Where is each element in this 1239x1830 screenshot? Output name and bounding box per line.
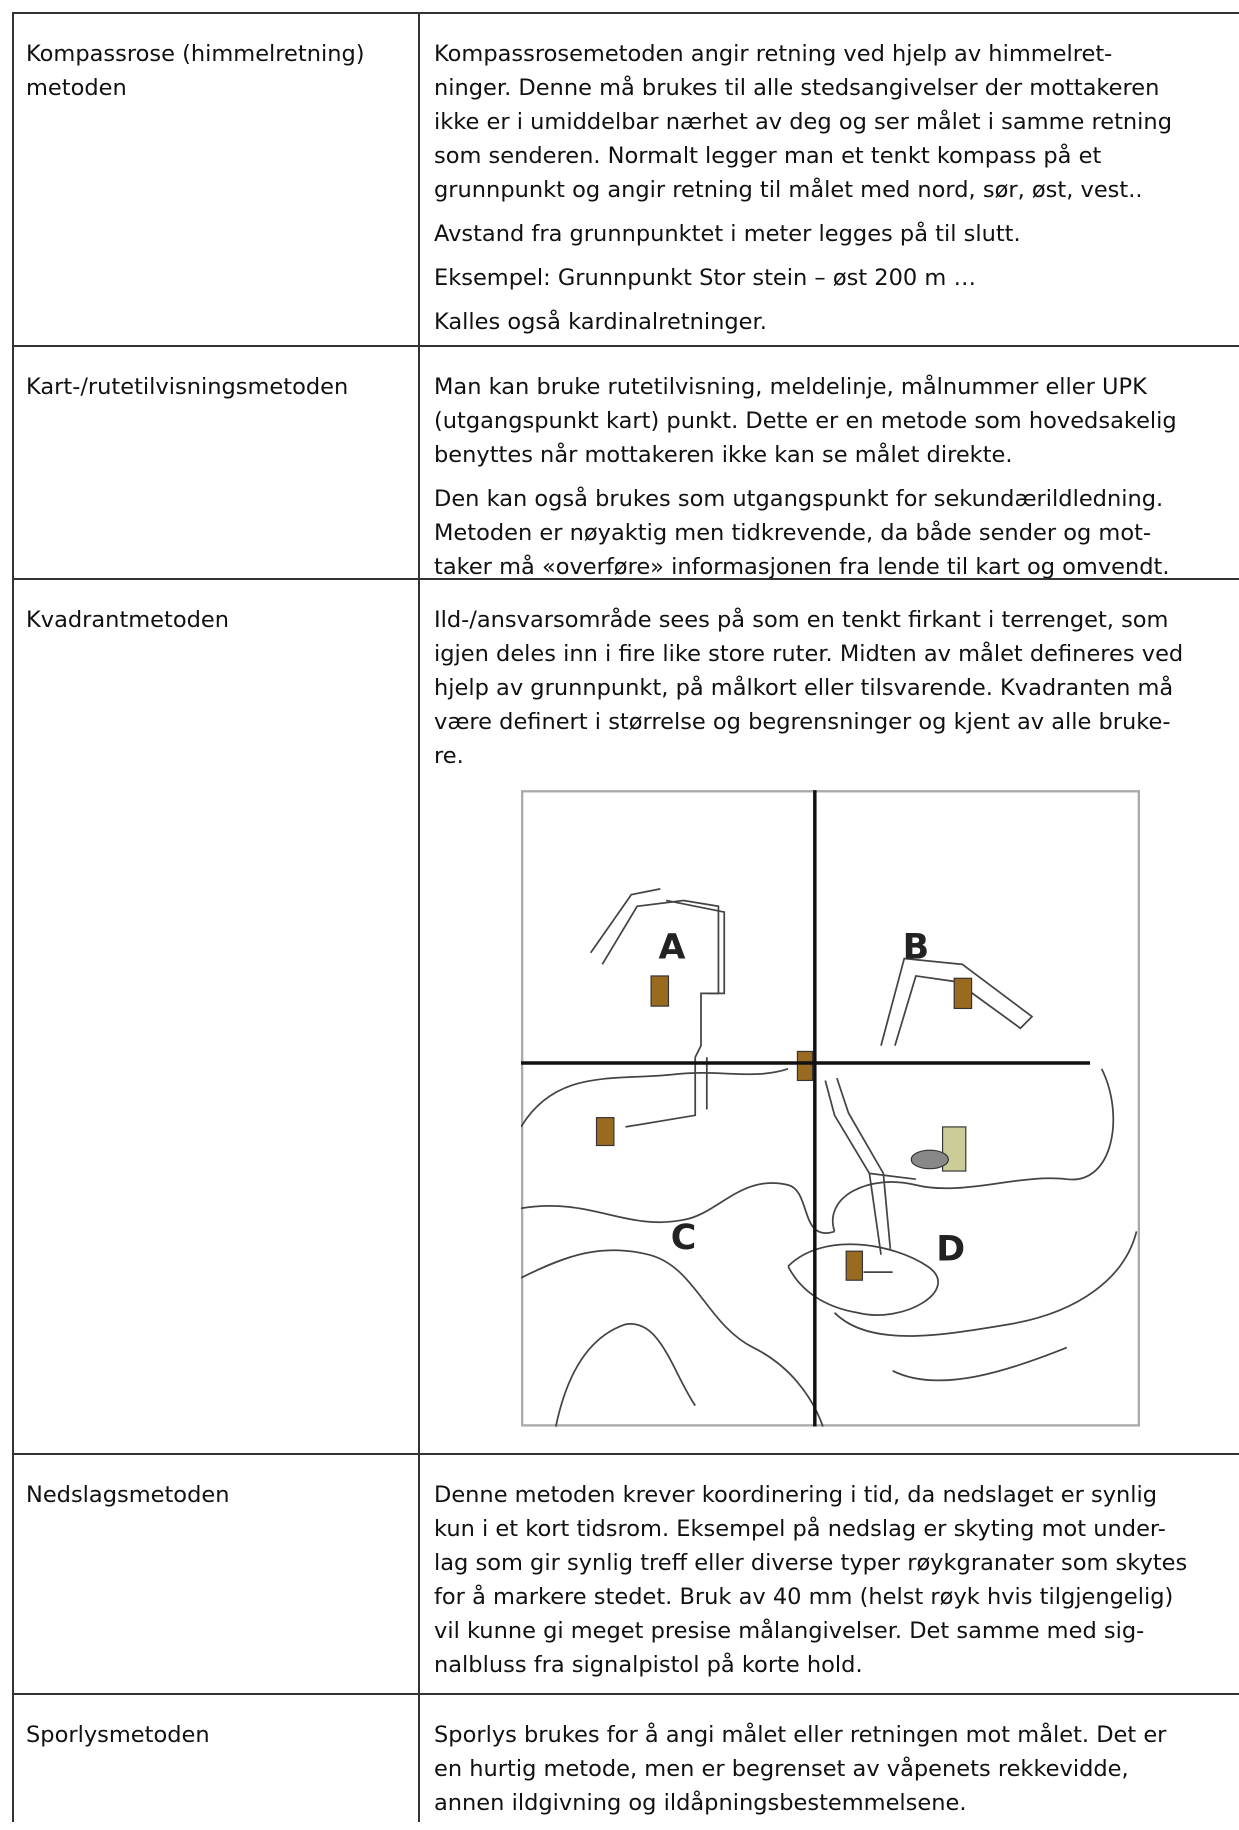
text-line: en hurtig metode, men er begrenset av vå… [434, 1756, 1129, 1782]
text-line: for å markere stedet. Bruk av 40 mm (hel… [434, 1584, 1174, 1610]
text-line: Man kan bruke rutetilvisning, meldelinje… [434, 374, 1147, 400]
label-line: metoden [26, 75, 127, 101]
label-line: Kart-/rutetilvisningsmetoden [26, 374, 349, 400]
column-divider [418, 1455, 420, 1693]
table-row: Kompassrose (himmelretning) metoden Kompas… [12, 12, 1239, 345]
text-line: igjen deles inn i fire like store ruter.… [434, 641, 1184, 667]
label-line: Nedslagsmetoden [26, 1482, 230, 1508]
text-line: benyttes når mottakeren ikke kan se måle… [434, 442, 1013, 468]
row-text: Denne metoden krever koordinering i tid,… [434, 1478, 1187, 1692]
text-line: re. [434, 743, 464, 769]
text-line: lag som gir synlig treff eller diverse t… [434, 1550, 1188, 1576]
text-line: kun i et kort tidsrom. Eksempel på nedsl… [434, 1516, 1166, 1542]
paragraph: Denne metoden krever koordinering i tid,… [434, 1478, 1187, 1682]
column-divider [418, 580, 420, 1453]
paragraph: Ild-/ansvarsområde sees på som en tenkt … [434, 603, 1183, 773]
row-label: Nedslagsmetoden [26, 1478, 229, 1512]
text-line: Kalles også kardinalretninger. [434, 309, 767, 335]
text-line: vil kunne gi meget presise målangivelser… [434, 1618, 1145, 1644]
text-line: (utgangspunkt kart) punkt. Dette er en m… [434, 408, 1177, 434]
table-row: Sporlysmetoden Sporlys brukes for å angi … [12, 1693, 1239, 1822]
paragraph: Sporlys brukes for å angi målet eller re… [434, 1718, 1166, 1820]
text-line: Avstand fra grunnpunktet i meter legges … [434, 221, 1021, 247]
text-line: Den kan også brukes som utgangspunkt for… [434, 486, 1164, 512]
row-label: Kvadrantmetoden [26, 603, 229, 637]
paragraph: Avstand fra grunnpunktet i meter legges … [434, 217, 1172, 251]
label-line: Kompassrose (himmelretning) [26, 41, 365, 67]
text-line: Sporlys brukes for å angi målet eller re… [434, 1722, 1167, 1748]
quadrant-label: A [658, 928, 685, 968]
text-line: hjelp av grunnpunkt, på målkort eller ti… [434, 675, 1174, 701]
table-row: Kvadrantmetoden Ild-/ansvarsområde sees p… [12, 578, 1239, 1453]
row-label: Kart-/rutetilvisningsmetoden [26, 370, 348, 404]
text-line: taker må «overføre» informasjonen fra le… [434, 554, 1170, 580]
text-line: grunnpunkt og angir retning til målet me… [434, 177, 1143, 203]
paragraph: Man kan bruke rutetilvisning, meldelinje… [434, 370, 1177, 472]
column-divider [418, 347, 420, 578]
table-row: Nedslagsmetoden Denne metoden krever koor… [12, 1453, 1239, 1693]
paragraph: Kalles også kardinalretninger. [434, 305, 1172, 339]
paragraph: Kompassrosemetoden angir retning ved hje… [434, 37, 1172, 207]
text-line: Kompassrosemetoden angir retning ved hje… [434, 41, 1113, 67]
quadrant-figure: A B C D [521, 790, 1140, 1427]
row-text: Sporlys brukes for å angi målet eller re… [434, 1718, 1166, 1830]
column-divider [418, 1695, 420, 1822]
text-line: Metoden er nøyaktig men tidkrevende, da … [434, 520, 1152, 546]
label-line: Sporlysmetoden [26, 1722, 210, 1748]
text-line: Denne metoden krever koordinering i tid,… [434, 1482, 1158, 1508]
row-text: Kompassrosemetoden angir retning ved hje… [434, 37, 1172, 349]
row-text: Ild-/ansvarsområde sees på som en tenkt … [434, 603, 1183, 783]
quadrant-label: D [936, 1229, 965, 1269]
text-line: være definert i størrelse og begrensning… [434, 709, 1171, 735]
text-line: som senderen. Normalt legger man et tenk… [434, 143, 1102, 169]
row-label: Kompassrose (himmelretning) metoden [26, 37, 365, 105]
quadrant-label: B [903, 928, 930, 968]
column-divider [418, 14, 420, 345]
paragraph: Eksempel: Grunnpunkt Stor stein – øst 20… [434, 261, 1172, 295]
text-line: nalbluss fra signalpistol på korte hold. [434, 1652, 863, 1678]
quadrant-label: C [671, 1218, 697, 1258]
label-line: Kvadrantmetoden [26, 607, 229, 633]
row-text: Man kan bruke rutetilvisning, meldelinje… [434, 370, 1177, 594]
text-line: Eksempel: Grunnpunkt Stor stein – øst 20… [434, 265, 976, 291]
text-line: ikke er i umiddelbar nærhet av deg og se… [434, 109, 1172, 135]
row-label: Sporlysmetoden [26, 1718, 210, 1752]
text-line: Ild-/ansvarsområde sees på som en tenkt … [434, 607, 1169, 633]
text-line: ninger. Denne må brukes til alle stedsan… [434, 75, 1160, 101]
paragraph: Den kan også brukes som utgangspunkt for… [434, 482, 1177, 584]
text-line: annen ildgivning og ildåpningsbestemmels… [434, 1790, 967, 1816]
table-row: Kart-/rutetilvisningsmetoden Man kan bruk… [12, 345, 1239, 580]
